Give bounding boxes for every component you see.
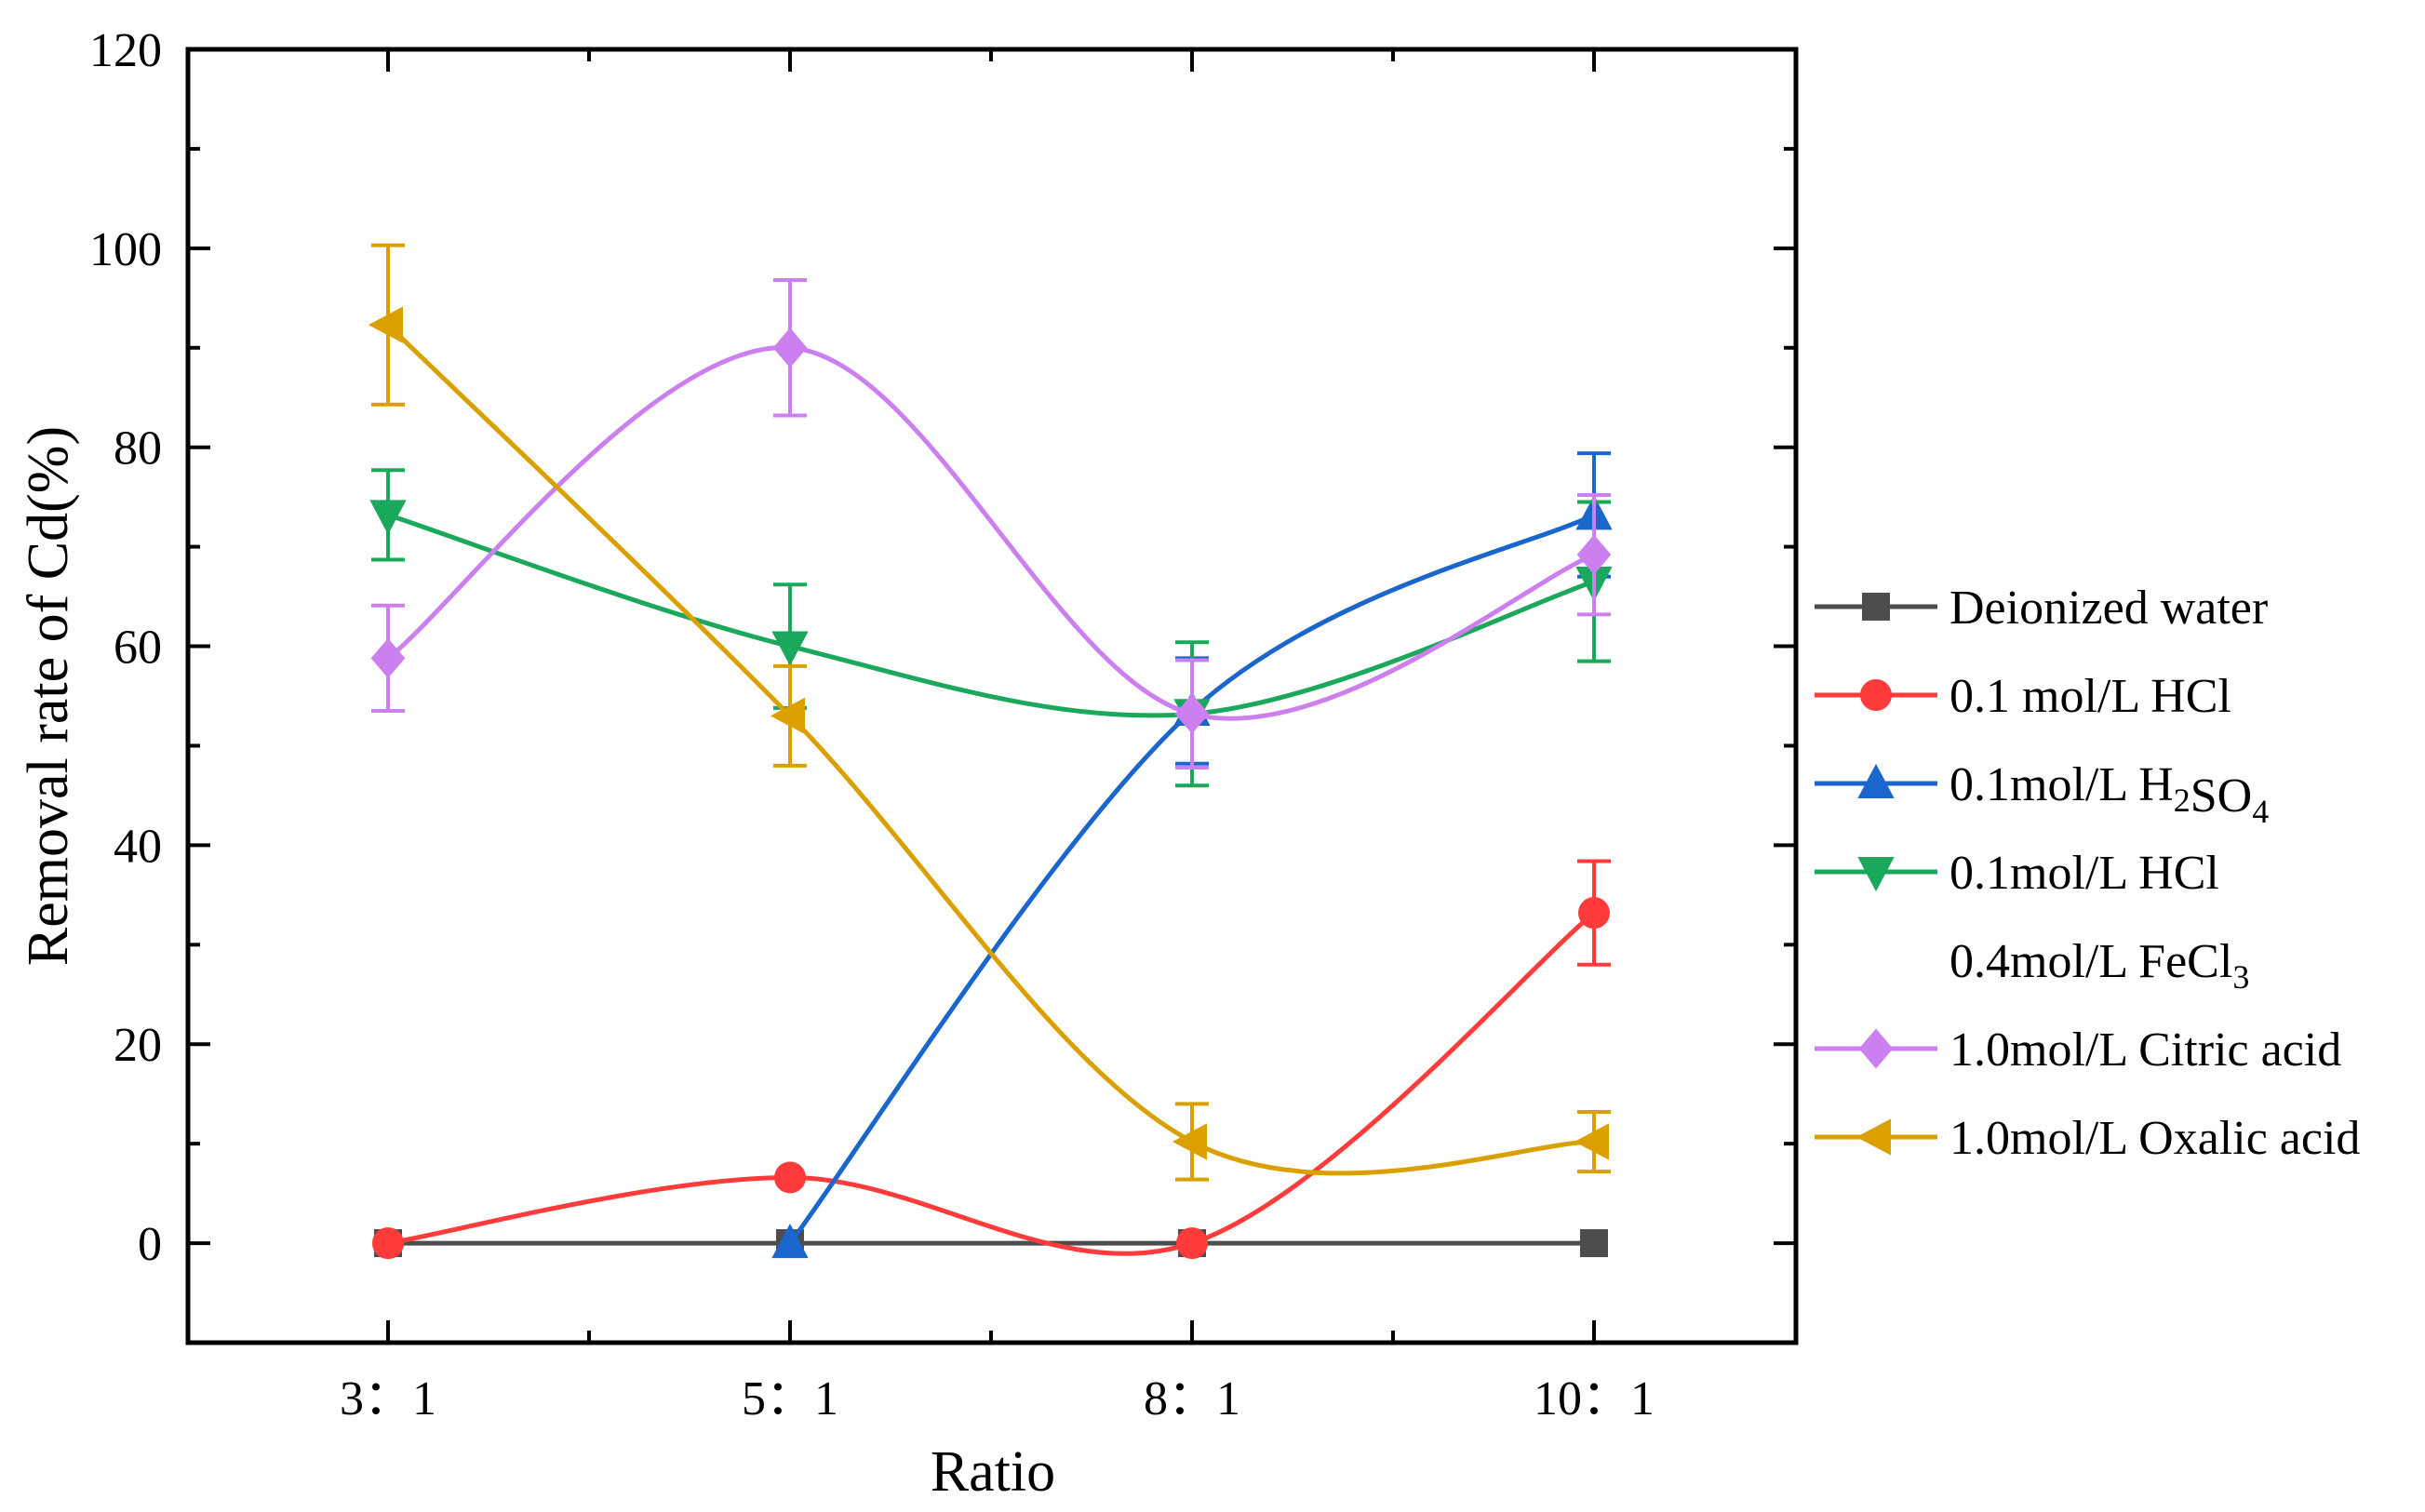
legend-marker <box>1860 679 1892 711</box>
legend: Deionized water 0.1 mol/L HCl 0.1mol/L H2S… <box>1815 582 2360 1165</box>
data-point <box>1580 1229 1608 1258</box>
series-4 <box>370 278 1612 769</box>
series-5 <box>368 243 1611 1182</box>
legend-label: 1.0mol/L Oxalic acid <box>1949 1112 2360 1165</box>
series-3 <box>369 468 1613 788</box>
legend-item-4: 1.0mol/L Citric acid <box>1815 1024 2341 1077</box>
series-line <box>386 345 1595 721</box>
data-point <box>1574 1123 1609 1160</box>
data-point <box>774 1161 806 1194</box>
x-tick-label: 5：1 <box>742 1372 838 1425</box>
legend-item-2: 0.1mol/L H2SO4 <box>1815 758 2269 830</box>
y-tick-label: 60 <box>114 622 162 675</box>
y-tick-label: 100 <box>89 223 162 276</box>
legend-label-line2: 0.4mol/L FeCl3 <box>1949 935 2249 996</box>
y-axis-title: Removal rate of Cd(%) <box>17 426 80 966</box>
series-line <box>387 513 1595 718</box>
legend-label: Deionized water <box>1949 582 2268 635</box>
y-tick-label: 120 <box>89 24 162 77</box>
legend-marker <box>1862 593 1890 621</box>
series-1 <box>372 859 1611 1260</box>
data-point <box>772 328 808 368</box>
y-tick-label: 80 <box>114 422 162 475</box>
data-point <box>1576 534 1612 575</box>
legend-item-1: 0.1 mol/L HCl <box>1815 670 2231 723</box>
legend-label: 0.1 mol/L HCl <box>1949 670 2231 723</box>
legend-marker <box>1856 1118 1891 1156</box>
x-axis: 3：1 5：1 8：1 10：1 <box>340 49 1655 1425</box>
data-point <box>1172 1123 1207 1160</box>
data-point <box>369 500 407 535</box>
legend-item-0: Deionized water <box>1815 582 2268 635</box>
x-tick-label: 10：1 <box>1534 1372 1655 1425</box>
legend-marker <box>1858 1028 1894 1069</box>
data-point <box>771 1223 809 1259</box>
y-tick-label: 20 <box>114 1019 162 1072</box>
legend-marker <box>1857 763 1895 798</box>
data-point <box>770 697 805 735</box>
data-point <box>1578 897 1610 930</box>
legend-label: 0.1mol/L H2SO4 <box>1949 758 2269 830</box>
legend-item-5: 1.0mol/L Oxalic acid <box>1815 1112 2360 1165</box>
series-0 <box>374 1229 1608 1258</box>
data-point <box>368 306 403 343</box>
series-line <box>386 323 1595 1176</box>
data-point <box>1174 693 1210 734</box>
legend-marker <box>1857 857 1895 892</box>
legend-label: 1.0mol/L Citric acid <box>1949 1024 2341 1077</box>
data-point <box>372 1227 404 1260</box>
y-axis: 0 20 40 60 80 100 120 <box>89 24 1796 1271</box>
x-axis-title: Ratio <box>931 1440 1055 1504</box>
x-tick-label: 3：1 <box>340 1372 436 1425</box>
legend-item-3: 0.1mol/L HCl 0.4mol/L FeCl3 <box>1815 847 2249 996</box>
series-layer <box>368 243 1613 1260</box>
data-point <box>1176 1227 1208 1260</box>
data-point <box>771 631 809 666</box>
series-line <box>387 911 1596 1256</box>
legend-label: 0.1mol/L HCl <box>1949 847 2219 900</box>
y-tick-label: 40 <box>114 820 162 873</box>
data-point <box>370 637 406 678</box>
x-tick-label: 8：1 <box>1144 1372 1240 1425</box>
y-tick-label: 0 <box>138 1218 162 1271</box>
